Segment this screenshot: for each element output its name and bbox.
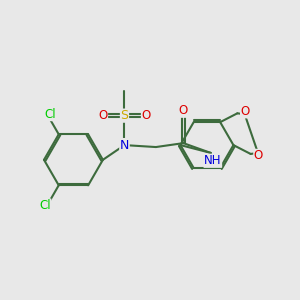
- Text: N: N: [120, 139, 129, 152]
- Text: O: O: [254, 149, 263, 162]
- Text: O: O: [141, 109, 151, 122]
- Text: O: O: [98, 109, 107, 122]
- Text: O: O: [241, 105, 250, 118]
- Text: O: O: [179, 104, 188, 117]
- Text: S: S: [121, 109, 128, 122]
- Text: Cl: Cl: [39, 199, 51, 212]
- Text: Cl: Cl: [44, 108, 56, 121]
- Text: NH: NH: [204, 154, 222, 167]
